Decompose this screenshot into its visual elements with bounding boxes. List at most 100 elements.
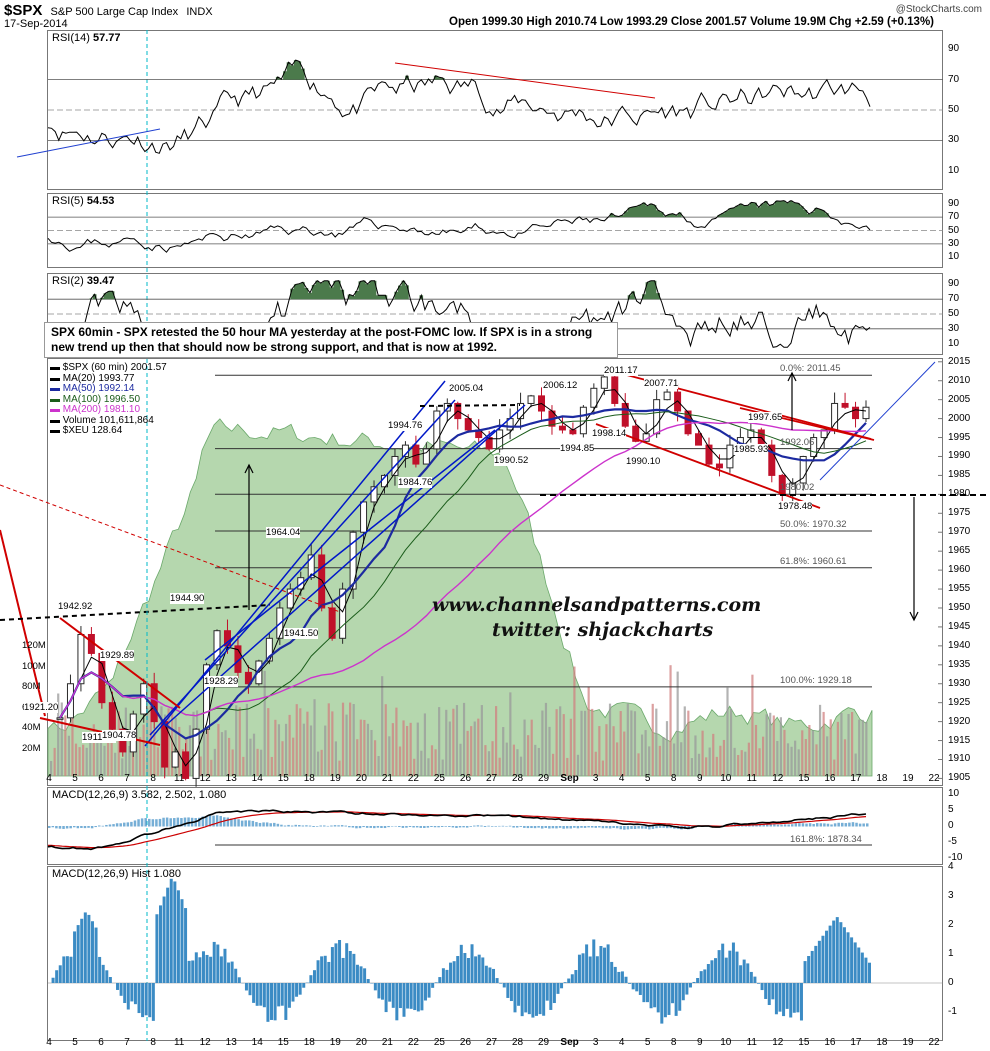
- macd-title: MACD(12,26,9) 3.582, 2.502, 1.080: [52, 789, 227, 801]
- volume-bar: [754, 724, 758, 776]
- macd-hist-bar: [576, 826, 580, 829]
- hist-bar: [402, 983, 406, 1017]
- hist-bar: [262, 983, 266, 1008]
- hist-bar: [868, 962, 871, 983]
- x-tick-bottom: 25: [433, 1037, 445, 1048]
- volume-bar: [402, 720, 405, 776]
- macd-hist-bar: [773, 824, 776, 827]
- volume-bar: [580, 710, 583, 776]
- volume-bar: [477, 718, 480, 776]
- trend-channel-line: [164, 404, 526, 727]
- hist-bar: [828, 925, 832, 983]
- annotation-note: SPX 60min - SPX retested the 50 hour MA …: [44, 322, 618, 358]
- volume-bar: [534, 744, 537, 776]
- rsi2-y-tick: 30: [948, 322, 960, 334]
- volume-bar: [317, 751, 320, 776]
- price-y-tick: 1950: [948, 601, 971, 613]
- hist-bar: [613, 966, 617, 983]
- hist-bar: [509, 983, 513, 1002]
- red-wedge-line: [0, 529, 46, 717]
- hist-bar: [126, 983, 130, 1010]
- volume-bar: [117, 711, 120, 776]
- macd-hist-bar: [87, 826, 90, 828]
- hist-bar: [724, 957, 728, 983]
- price-level-label: 1990.10: [626, 456, 661, 467]
- volume-y-tick: 20M: [22, 742, 41, 754]
- hist-bar: [714, 958, 718, 983]
- macd-hist-bar: [169, 818, 172, 827]
- hist-bar: [345, 943, 349, 983]
- volume-bar: [263, 670, 266, 776]
- volume-bar: [288, 714, 291, 776]
- candle-body: [705, 444, 713, 465]
- volume-bar: [861, 719, 864, 776]
- x-tick-bottom: 17: [850, 1037, 862, 1048]
- macd-hist-bar: [315, 826, 319, 827]
- candle-body: [108, 702, 116, 730]
- hist-bar: [423, 983, 427, 1001]
- x-tick-price: 4: [46, 773, 52, 784]
- hist-bar: [219, 956, 223, 983]
- target-arrow-up-head: [244, 463, 254, 474]
- hist-bar: [184, 908, 188, 983]
- macd-hist-bar: [505, 825, 508, 827]
- hist-bar: [302, 983, 306, 988]
- x-tick-price: 8: [150, 773, 156, 784]
- volume-bar: [238, 707, 241, 776]
- volume-bar: [470, 726, 473, 776]
- rsi2-y-tick: 90: [948, 278, 960, 290]
- volume-bar: [626, 703, 629, 776]
- macd-hist-bar: [866, 823, 869, 827]
- hist-bar: [542, 983, 546, 1016]
- macd-hist-bar: [90, 826, 94, 829]
- price-y-tick: 1975: [948, 507, 971, 519]
- hist-bar: [80, 918, 84, 983]
- legend-item: ▬ MA(100) 1996.50: [50, 393, 141, 405]
- macd-hist-bar: [108, 824, 112, 827]
- volume-bar: [309, 725, 313, 776]
- macd-hist-bar: [290, 825, 294, 827]
- hist-bar: [603, 947, 607, 983]
- macd-hist-bar: [605, 826, 608, 829]
- macd-hist-bar: [55, 826, 58, 829]
- hist-bar: [692, 981, 696, 983]
- hist-bar: [427, 983, 431, 998]
- macd-hist-bar: [440, 826, 444, 827]
- macd-hist-bar: [623, 826, 626, 830]
- macd-hist-bar: [65, 826, 69, 829]
- x-tick-bottom: 28: [511, 1037, 524, 1048]
- macd-hist-bar: [551, 826, 555, 829]
- macd-hist-bar: [80, 826, 83, 828]
- hist-bar: [205, 954, 209, 983]
- volume-y-tick: 120M: [22, 640, 46, 651]
- x-tick-bottom: 15: [798, 1037, 810, 1048]
- volume-bar: [605, 724, 608, 776]
- volume-bar: [427, 758, 430, 776]
- rsi-trend-arrow: [16, 128, 161, 158]
- hist-bar: [699, 971, 703, 983]
- volume-bar: [815, 744, 818, 776]
- macd-hist-bar: [651, 826, 655, 829]
- hist-bar: [617, 971, 621, 983]
- hist-bar: [495, 978, 499, 983]
- volume-bar: [551, 753, 555, 776]
- macd-hist-bar: [501, 825, 505, 827]
- macd-hist-bar: [351, 826, 355, 828]
- macd-hist-bar: [512, 826, 515, 828]
- candle-body: [527, 395, 535, 404]
- volume-bar: [57, 693, 60, 776]
- macd-hist-bar: [373, 826, 376, 829]
- volume-bar: [445, 709, 448, 776]
- macd-hist-bar: [669, 826, 673, 829]
- volume-bar: [327, 703, 330, 776]
- rsi5-y-tick: 10: [948, 251, 960, 263]
- x-tick-price: 25: [433, 773, 445, 784]
- macd-hist-bar: [126, 822, 130, 827]
- volume-bar: [505, 742, 508, 776]
- volume-bar: [231, 749, 234, 776]
- hist-bar: [799, 983, 803, 1021]
- volume-bar: [623, 731, 626, 776]
- macd-hist-bar: [330, 825, 333, 827]
- volume-bar: [78, 747, 81, 776]
- hist-bar: [638, 983, 642, 995]
